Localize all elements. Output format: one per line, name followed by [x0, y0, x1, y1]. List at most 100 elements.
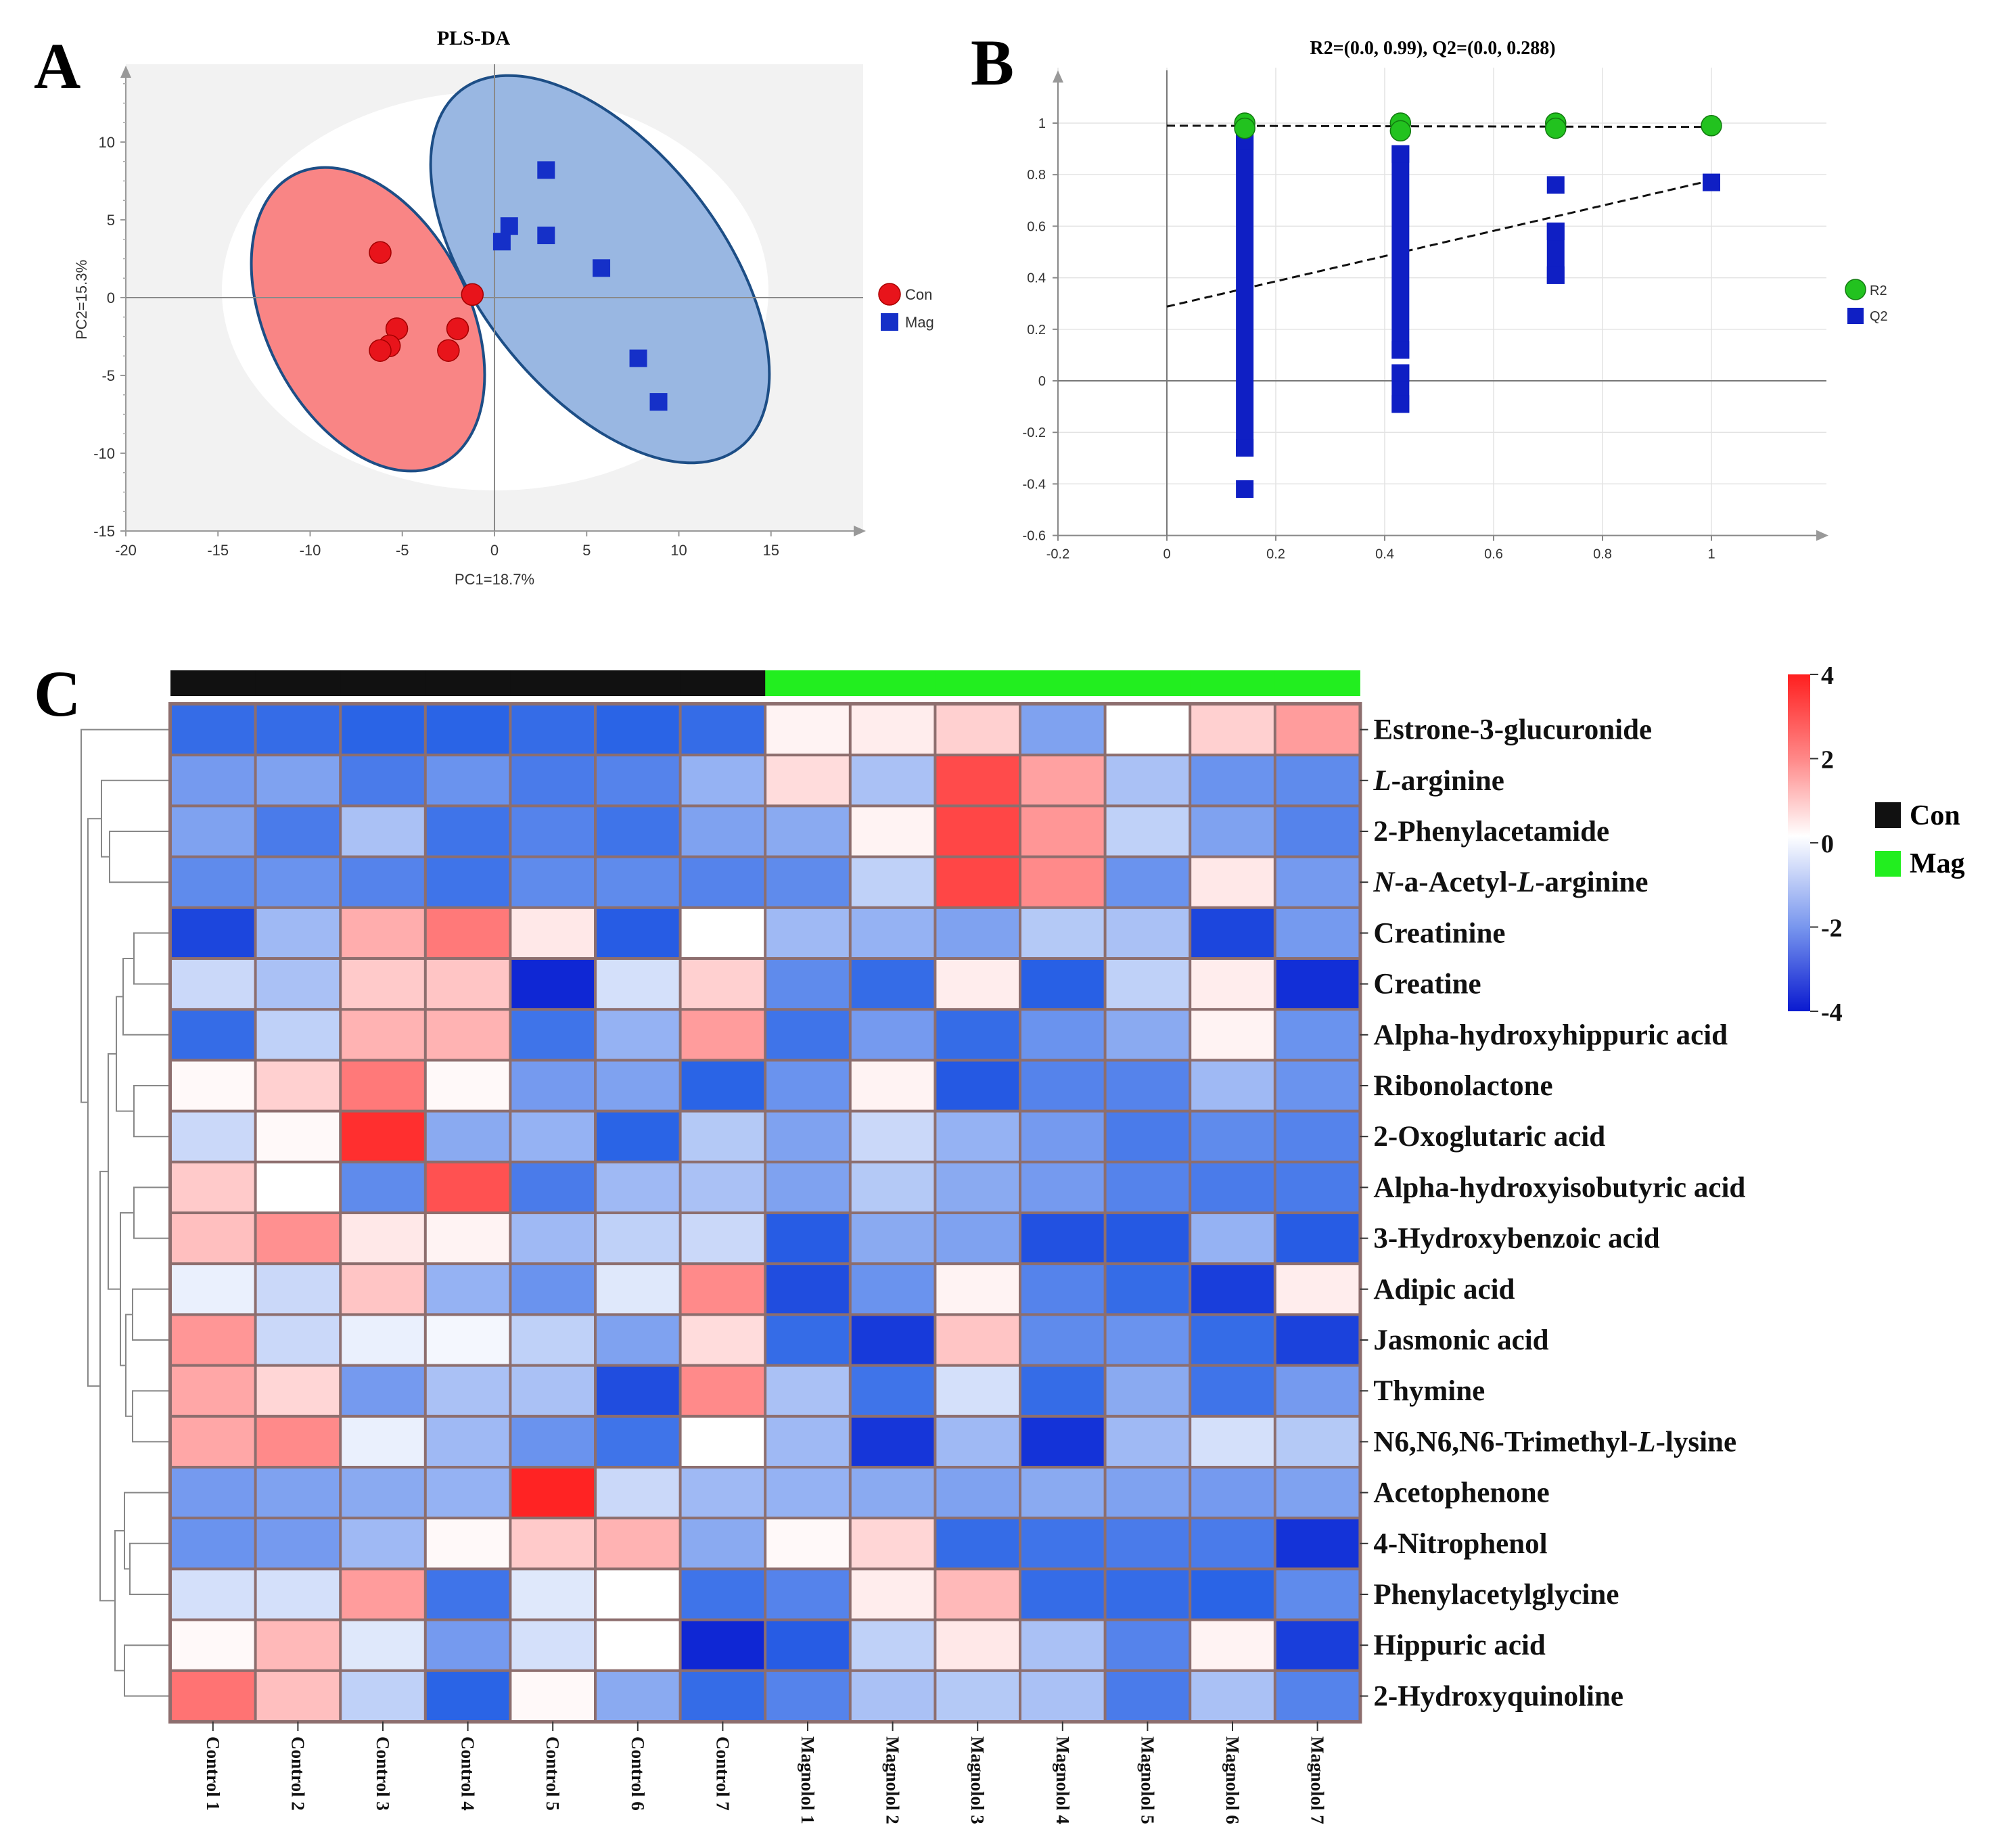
colorbar-tick-label: 2 [1821, 746, 1834, 775]
heatmap-cell [172, 807, 254, 856]
dendrogram-link [132, 1390, 169, 1443]
heatmap-cell [511, 960, 594, 1009]
r2-point [1389, 120, 1412, 142]
heatmap-cell [766, 1061, 849, 1110]
heatmap-cell [256, 1265, 340, 1314]
heatmap-cell [172, 1519, 254, 1568]
pls-ytick-label: -5 [101, 367, 115, 384]
dendrogram-link [132, 1288, 169, 1341]
permutation-ytick-label: -0.6 [1023, 529, 1046, 544]
q2-point [1391, 364, 1410, 382]
heatmap-cell [766, 908, 849, 957]
pls-xtick-label: -10 [300, 542, 321, 559]
row-dendrogram [80, 729, 169, 1697]
heatmap-cell [172, 1570, 254, 1619]
heatmap-cell [851, 1469, 934, 1517]
heatmap-cell [256, 1671, 340, 1720]
panel-label-a: A [34, 30, 80, 102]
heatmap-cell [1191, 1011, 1274, 1059]
dendrogram-link [124, 1644, 169, 1697]
heatmap-cell [426, 1061, 509, 1110]
row-label: Jasmonic acid [1373, 1324, 1548, 1356]
heatmap-cell [256, 706, 340, 754]
heatmap-cell [1106, 908, 1189, 957]
heatmap-cell [1191, 1417, 1274, 1466]
heatmap-cell [1106, 1163, 1189, 1211]
heatmap-cell [426, 960, 509, 1009]
heatmap-cell [172, 1214, 254, 1263]
dendrogram-link [108, 1053, 120, 1290]
heatmap-cell [936, 756, 1019, 805]
heatmap-cell [681, 1519, 764, 1568]
heatmap-cell [172, 1061, 254, 1110]
pls-xtick-label: -5 [396, 542, 409, 559]
heatmap-cell [851, 960, 934, 1009]
heatmap-cell [766, 1519, 849, 1568]
q2-point [1391, 395, 1410, 413]
permutation-grid [1057, 68, 1826, 536]
legend-q2-marker [1847, 308, 1864, 324]
heatmap-cell [681, 1214, 764, 1263]
heatmap-cell [766, 1621, 849, 1669]
heatmap-cell [597, 1061, 679, 1110]
column-label: Control 5 [543, 1736, 563, 1811]
heatmap-cell [426, 1519, 509, 1568]
heatmap-cell [426, 1469, 509, 1517]
dendrogram-link [133, 1085, 169, 1138]
q2-point [1546, 176, 1565, 194]
permutation-ytick-label: 0.8 [1027, 168, 1046, 183]
heatmap-cell [1191, 1112, 1274, 1161]
heatmap-cell [597, 1519, 679, 1568]
pls-xtick-label: 5 [582, 542, 591, 559]
heatmap-cell [511, 1469, 594, 1517]
heatmap-cell [1021, 1265, 1104, 1314]
group-bar-segment [255, 670, 341, 696]
heatmap-cell [426, 1621, 509, 1669]
row-labels: Estrone-3-glucuronide L-arginine 2-Phenyla… [1360, 714, 1745, 1712]
mag-sample-point [629, 349, 647, 367]
permutation-xtick-label: 1 [1707, 547, 1715, 562]
colorbar-tick-label: -2 [1821, 915, 1843, 943]
heatmap-cell [511, 1214, 594, 1263]
heatmap-cell [681, 1570, 764, 1619]
heatmap-cell [597, 756, 679, 805]
heatmap-cell [172, 1366, 254, 1415]
q2-point [1236, 480, 1254, 499]
heatmap-cell [172, 1469, 254, 1517]
heatmap-cell [766, 1671, 849, 1720]
row-label: Hippuric acid [1373, 1630, 1546, 1661]
dendrogram-link [124, 1492, 169, 1570]
permutation-xtick-label: 0.4 [1375, 547, 1394, 562]
heatmap-cell [172, 858, 254, 906]
heatmap-cell [681, 960, 764, 1009]
heatmap-cell [681, 1621, 764, 1669]
q2-point-stack [1236, 132, 1254, 457]
heatmap-cell [597, 807, 679, 856]
dendrogram-link [125, 1314, 133, 1417]
legend-con-swatch [1875, 802, 1901, 828]
heatmap-cell [1021, 1469, 1104, 1517]
heatmap-cell [766, 1417, 849, 1466]
column-label: Control 6 [628, 1736, 648, 1811]
heatmap-cell [426, 1570, 509, 1619]
heatmap-cell [342, 1316, 424, 1364]
heatmap-cell [172, 908, 254, 957]
heatmap-cell [511, 1621, 594, 1669]
heatmap-cell [256, 756, 340, 805]
heatmap-cell [851, 1163, 934, 1211]
permutation-title: R2=(0.0, 0.99), Q2=(0.0, 0.288) [1310, 38, 1555, 59]
permutation-ytick-label: 0.2 [1027, 323, 1046, 338]
heatmap-cell [766, 1316, 849, 1364]
heatmap-cell [597, 1417, 679, 1466]
q2-point [1546, 266, 1565, 284]
heatmap-cell [511, 1570, 594, 1619]
dendrogram-link [129, 1542, 169, 1595]
heatmap-cell [256, 1112, 340, 1161]
heatmap-cell [256, 1366, 340, 1415]
heatmap-cell [1191, 1265, 1274, 1314]
permutation-ytick-label: 1 [1038, 116, 1046, 131]
heatmap-cell [1276, 1621, 1359, 1669]
con-sample-point [461, 283, 484, 306]
heatmap-cell [426, 1011, 509, 1059]
